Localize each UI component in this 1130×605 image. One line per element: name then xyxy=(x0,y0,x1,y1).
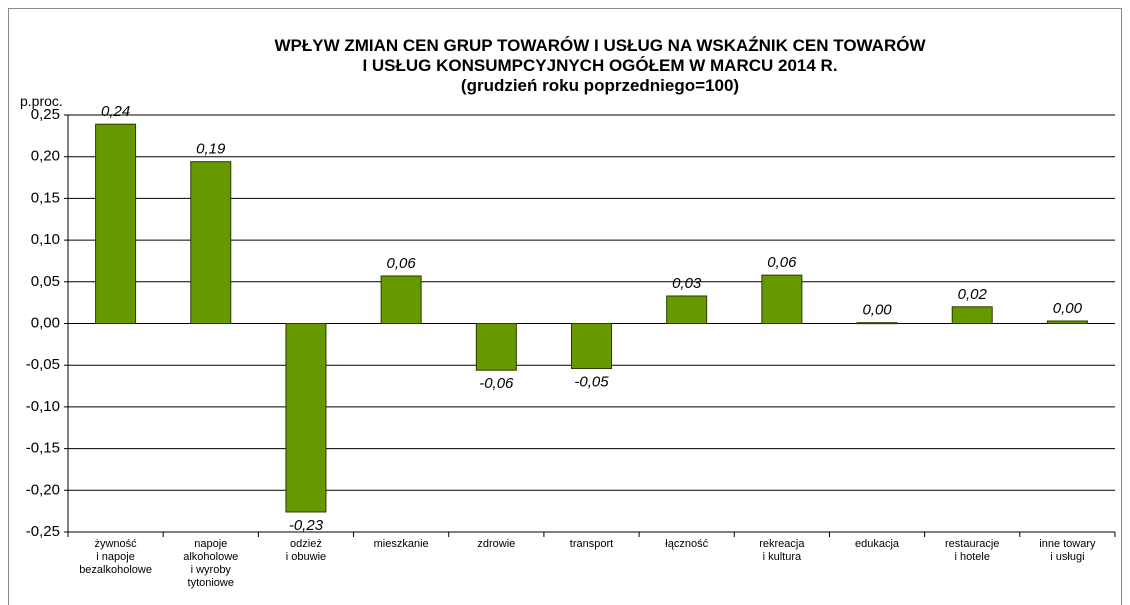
x-tick-label: żywność i napoje bezalkoholowe xyxy=(79,538,152,576)
x-tick-label: inne towary i usługi xyxy=(1039,538,1096,563)
chart-title: WPŁYW ZMIAN CEN GRUP TOWARÓW I USŁUG NA … xyxy=(274,36,926,75)
value-label: -0,06 xyxy=(479,375,514,392)
value-label: 0,03 xyxy=(672,275,702,292)
frame xyxy=(8,8,1122,605)
value-label: 0,06 xyxy=(767,254,797,271)
chart-subtitle: (grudzień roku poprzedniego=100) xyxy=(460,76,740,95)
y-tick-label: 0,20 xyxy=(31,148,60,165)
x-tick-label: mieszkanie xyxy=(373,538,429,550)
y-tick-label: 0,15 xyxy=(31,189,60,206)
bar xyxy=(761,274,803,324)
y-tick-label: 0,10 xyxy=(31,231,60,248)
y-tick-label: -0,05 xyxy=(26,356,60,373)
value-label: 0,24 xyxy=(101,103,130,120)
x-tick-label: edukacja xyxy=(855,538,900,550)
x-tick-label: zdrowie xyxy=(477,538,516,550)
y-tick-label: -0,20 xyxy=(26,481,60,498)
value-label: 0,02 xyxy=(958,286,988,303)
bar xyxy=(951,306,993,325)
bar xyxy=(571,323,612,370)
value-label: 0,00 xyxy=(1053,300,1083,317)
value-label: -0,05 xyxy=(574,374,609,391)
bar xyxy=(475,323,517,371)
value-label: 0,06 xyxy=(387,255,417,272)
value-label: -0,23 xyxy=(289,517,324,534)
bar xyxy=(95,123,137,325)
y-tick-label: -0,10 xyxy=(26,398,60,415)
x-tick-label: napoje alkoholowe i wyroby tytoniowe xyxy=(183,538,239,589)
y-tick-label: 0,25 xyxy=(31,106,60,123)
y-tick-label: 0,05 xyxy=(31,273,60,290)
x-tick-label: łączność xyxy=(665,538,709,550)
bar xyxy=(285,323,327,513)
bar xyxy=(666,295,708,324)
x-tick-label: transport xyxy=(569,538,614,550)
y-tick-label: 0,00 xyxy=(31,314,60,331)
bar xyxy=(190,161,232,324)
y-tick-label: -0,25 xyxy=(26,523,60,540)
x-tick-label: restauracje i hotele xyxy=(945,538,1000,563)
bar xyxy=(856,322,898,325)
y-tick-label: -0,15 xyxy=(26,440,60,457)
bar xyxy=(380,275,422,325)
value-label: 0,00 xyxy=(862,302,892,319)
value-label: 0,19 xyxy=(196,141,226,158)
y-axis-label: p.proc. xyxy=(20,93,63,109)
x-tick-label: rekreacja i kultura xyxy=(759,538,805,563)
x-tick-label: odzież i obuwie xyxy=(285,538,327,563)
bar xyxy=(1046,320,1088,324)
